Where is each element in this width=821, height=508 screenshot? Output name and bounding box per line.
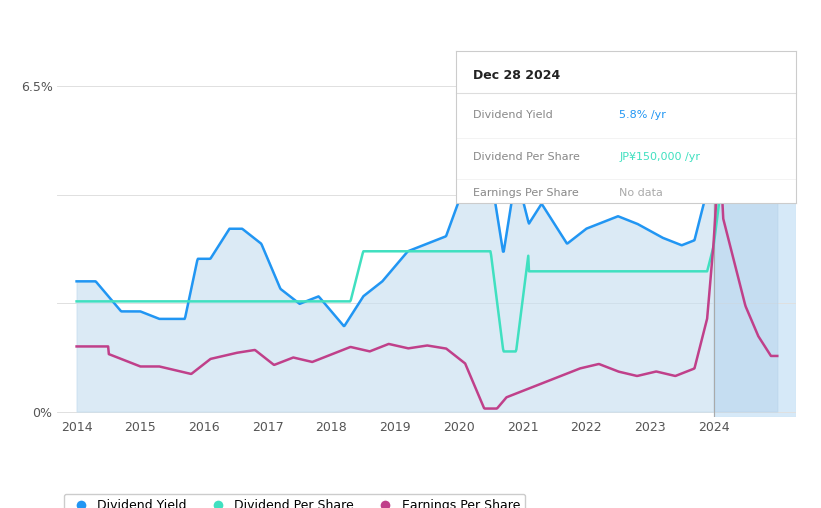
Line: Dividend Yield: Dividend Yield <box>76 116 777 326</box>
Dividend Yield <box>339 323 349 329</box>
Dividend Per Share <box>553 268 563 274</box>
Dividend Yield <box>71 278 81 284</box>
Text: 5.8% /yr: 5.8% /yr <box>619 110 666 120</box>
Dividend Yield <box>553 227 563 233</box>
Earnings Per Share <box>355 346 365 352</box>
Text: Past: Past <box>718 98 742 108</box>
Earnings Per Share <box>715 143 725 149</box>
Text: JP¥150,000 /yr: JP¥150,000 /yr <box>619 152 700 163</box>
Earnings Per Share <box>380 342 390 348</box>
Bar <box>713 61 796 417</box>
Dividend Per Share <box>143 298 153 304</box>
Earnings Per Share <box>143 363 153 369</box>
Earnings Per Share <box>479 405 489 411</box>
Text: Dividend Per Share: Dividend Per Share <box>473 152 580 163</box>
Dividend Per Share <box>631 268 641 274</box>
Line: Dividend Per Share: Dividend Per Share <box>76 149 777 352</box>
Text: No data: No data <box>619 187 663 198</box>
Text: Dec 28 2024: Dec 28 2024 <box>473 69 560 82</box>
Dividend Per Share <box>380 248 390 255</box>
Dividend Per Share <box>71 298 81 304</box>
Dividend Per Share <box>773 146 782 152</box>
Dividend Per Share <box>355 261 365 267</box>
Dividend Per Share <box>619 268 629 274</box>
Earnings Per Share <box>619 370 629 376</box>
Legend: Dividend Yield, Dividend Per Share, Earnings Per Share: Dividend Yield, Dividend Per Share, Earn… <box>64 494 525 508</box>
Earnings Per Share <box>553 374 563 380</box>
Dividend Yield <box>619 215 629 221</box>
Dividend Per Share <box>750 146 760 152</box>
Dividend Per Share <box>499 348 509 355</box>
Earnings Per Share <box>773 353 782 359</box>
Dividend Yield <box>143 311 153 318</box>
Dividend Yield <box>631 220 641 227</box>
Text: Dividend Yield: Dividend Yield <box>473 110 553 120</box>
Dividend Yield <box>773 162 782 168</box>
Earnings Per Share <box>631 373 641 379</box>
Earnings Per Share <box>71 343 81 350</box>
Dividend Yield <box>715 113 725 119</box>
Line: Earnings Per Share: Earnings Per Share <box>76 146 777 408</box>
Dividend Yield <box>381 274 391 280</box>
Dividend Yield <box>355 297 365 303</box>
Text: Earnings Per Share: Earnings Per Share <box>473 187 579 198</box>
